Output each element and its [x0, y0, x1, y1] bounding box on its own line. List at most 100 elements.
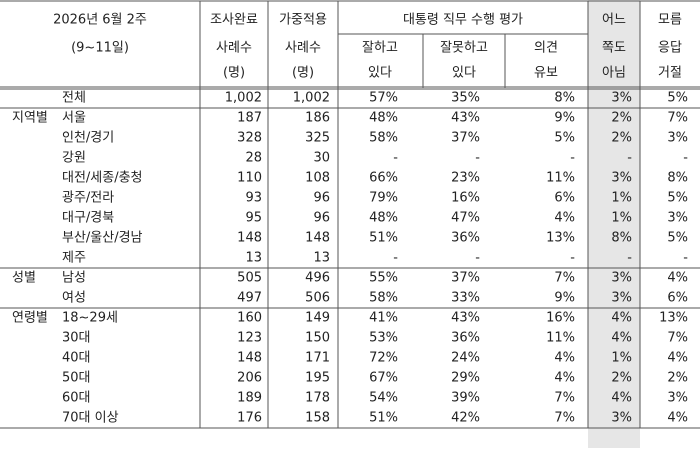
cell: 54% [369, 391, 398, 406]
header-cell: 2026년 6월 2주 [53, 13, 147, 28]
row-label: 서울 [62, 111, 86, 126]
row-label: 광주/전라 [62, 191, 114, 206]
row-label: 40대 [62, 351, 91, 366]
cell: 325 [305, 131, 330, 146]
cell: 195 [305, 371, 330, 386]
cell: 110 [237, 171, 262, 186]
cell: 51% [369, 231, 398, 246]
cell: 36% [451, 231, 480, 246]
cell: 58% [369, 291, 398, 306]
cell: 3% [667, 211, 688, 226]
cell: 11% [546, 171, 575, 186]
cell: 496 [305, 271, 330, 286]
cell: 29% [451, 371, 480, 386]
cell: 48% [369, 111, 398, 126]
cell: 5% [667, 91, 688, 106]
cell: 171 [305, 351, 330, 366]
cell: 7% [554, 271, 575, 286]
row-label: 대구/경북 [62, 211, 114, 226]
header-cell: 가중적용 [279, 13, 327, 28]
cell: 35% [451, 91, 480, 106]
row-label: 인천/경기 [62, 131, 114, 146]
header-cell: 사례수 [285, 41, 321, 56]
cell: 9% [554, 111, 575, 126]
cell: 6% [554, 191, 575, 206]
cell: 8% [611, 231, 632, 246]
row-label: 여성 [62, 291, 86, 306]
cell: 4% [667, 411, 688, 426]
cell: 3% [667, 131, 688, 146]
cell: 186 [305, 111, 330, 126]
cell: 51% [369, 411, 398, 426]
cell: - [683, 151, 688, 166]
cell: 16% [451, 191, 480, 206]
cell: 13% [659, 311, 688, 326]
cell: 47% [451, 211, 480, 226]
cell: 53% [369, 331, 398, 346]
cell: 37% [451, 271, 480, 286]
cell: 4% [611, 391, 632, 406]
cell: 28 [245, 151, 262, 166]
cell: 39% [451, 391, 480, 406]
cell: 149 [305, 311, 330, 326]
cell: 2% [667, 371, 688, 386]
header-cell: (명) [223, 66, 245, 81]
cell: 4% [611, 311, 632, 326]
cell: 43% [451, 311, 480, 326]
cell: 206 [237, 371, 262, 386]
header-cell: 있다 [368, 66, 392, 81]
cell: 160 [237, 311, 262, 326]
row-label: 남성 [62, 271, 86, 286]
cell: - [393, 151, 398, 166]
cell: 13 [313, 251, 330, 266]
cell: 4% [554, 211, 575, 226]
header-cell: 있다 [452, 66, 476, 81]
cell: 6% [667, 291, 688, 306]
header-cell: 모름 [658, 13, 682, 28]
cell: 41% [369, 311, 398, 326]
header-cell: 대통령 직무 수행 평가 [403, 12, 523, 28]
cell: 36% [451, 331, 480, 346]
cell: 16% [546, 311, 575, 326]
cell: 5% [667, 191, 688, 206]
cell: 1,002 [293, 91, 330, 106]
cell: 8% [667, 171, 688, 186]
row-label: 부산/울산/경남 [62, 231, 143, 246]
header-cell: 응답 [658, 41, 682, 56]
cell: 24% [451, 351, 480, 366]
cell: 13 [245, 251, 262, 266]
cell: - [627, 251, 632, 266]
cell: 1% [611, 191, 632, 206]
cell: 7% [554, 391, 575, 406]
cell: 37% [451, 131, 480, 146]
header-cell: 거절 [658, 66, 682, 81]
cell: 108 [305, 171, 330, 186]
cell: - [570, 251, 575, 266]
cell: 43% [451, 111, 480, 126]
cell: 1% [611, 211, 632, 226]
group-label: 지역별 [12, 111, 48, 126]
cell: - [570, 151, 575, 166]
cell: 3% [611, 171, 632, 186]
cell: 2% [611, 111, 632, 126]
cell: 2% [611, 131, 632, 146]
group-label: 연령별 [12, 311, 48, 326]
cell: 5% [667, 231, 688, 246]
header-cell: 의견 [534, 41, 558, 56]
cell: 189 [237, 391, 262, 406]
cell: 13% [546, 231, 575, 246]
row-label: 18~29세 [62, 311, 118, 326]
gray-column [588, 0, 640, 448]
row-label: 제주 [62, 251, 86, 266]
cell: 148 [305, 231, 330, 246]
cell: 178 [305, 391, 330, 406]
cell: 506 [305, 291, 330, 306]
group-label: 성별 [12, 271, 36, 286]
cell: 3% [611, 271, 632, 286]
cell: 2% [611, 371, 632, 386]
cell: 4% [667, 351, 688, 366]
cell: 8% [554, 91, 575, 106]
cell: 96 [313, 191, 330, 206]
row-label: 50대 [62, 371, 91, 386]
